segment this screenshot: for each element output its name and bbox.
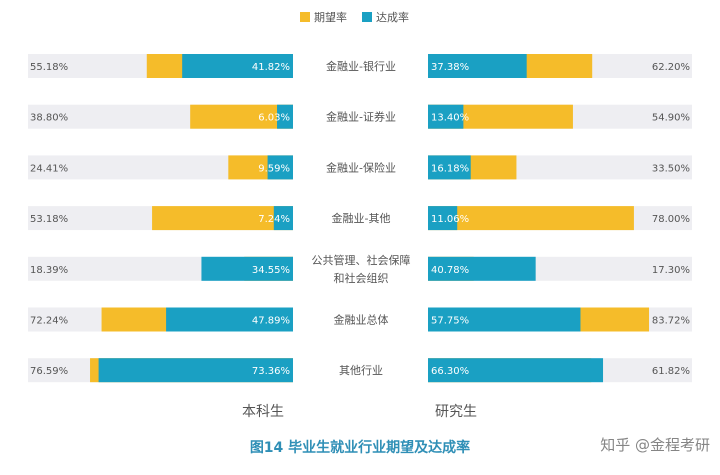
right-achievement-bar-0 — [428, 54, 527, 78]
left-achievement-label-0: 41.82% — [252, 62, 290, 73]
right-achievement-label-4: 40.78% — [431, 265, 469, 276]
right-expectation-label-3: 78.00% — [652, 214, 690, 225]
right-expectation-label-1: 54.90% — [652, 113, 690, 124]
left-achievement-bar-3 — [273, 206, 293, 231]
right-expectation-label-6: 61.82% — [652, 366, 690, 377]
right-expectation-label-0: 62.20% — [652, 62, 690, 73]
right-achievement-label-0: 37.38% — [431, 62, 469, 73]
legend-swatch-0 — [300, 12, 310, 22]
right-achievement-label-6: 66.30% — [431, 366, 469, 377]
legend-label-1: 达成率 — [376, 10, 409, 24]
left-expectation-label-1: 38.80% — [30, 113, 68, 124]
right-achievement-label-1: 13.40% — [431, 113, 469, 124]
left-achievement-label-5: 47.89% — [252, 316, 290, 327]
category-label-1: 金融业-证券业 — [326, 110, 396, 124]
right-achievement-bar-4 — [428, 256, 536, 281]
legend-label-0: 期望率 — [314, 10, 347, 24]
left-achievement-bar-4 — [201, 256, 293, 281]
left-achievement-label-1: 6.03% — [258, 113, 290, 124]
left-achievement-label-4: 34.55% — [252, 265, 290, 276]
right-expectation-label-5: 83.72% — [652, 316, 690, 327]
right-expectation-label-4: 17.30% — [652, 265, 690, 276]
right-achievement-bar-5 — [428, 307, 581, 332]
category-label-2: 金融业-保险业 — [326, 160, 396, 174]
category-label-4: 公共管理、社会保障和社会组织 — [312, 253, 411, 285]
left-expectation-label-6: 76.59% — [30, 366, 68, 377]
left-expectation-label-2: 24.41% — [30, 163, 68, 174]
right-achievement-bar-3 — [428, 206, 458, 231]
left-expectation-bar-3 — [152, 206, 293, 231]
panel-title-left: 本科生 — [242, 404, 284, 420]
left-expectation-bar-1 — [190, 104, 293, 129]
right-achievement-label-3: 11.06% — [431, 214, 469, 225]
left-achievement-bar-6 — [98, 358, 293, 383]
left-achievement-label-2: 9.59% — [258, 163, 290, 174]
right-achievement-bar-1 — [428, 104, 464, 129]
watermark: 知乎 @金程考研 — [600, 436, 710, 454]
left-achievement-bar-5 — [166, 307, 293, 332]
left-achievement-label-6: 73.36% — [252, 366, 290, 377]
right-expectation-bar-3 — [428, 206, 634, 231]
category-label-5: 金融业总体 — [334, 313, 389, 327]
left-expectation-label-5: 72.24% — [30, 316, 68, 327]
figure-caption: 图14 毕业生就业行业期望及达成率 — [249, 440, 471, 456]
category-label-0: 金融业-银行业 — [326, 59, 396, 73]
panel-title-right: 研究生 — [435, 404, 477, 420]
left-achievement-bar-0 — [182, 54, 293, 78]
category-label-6: 其他行业 — [339, 364, 383, 377]
category-label-3: 金融业-其他 — [332, 211, 391, 225]
right-achievement-label-5: 57.75% — [431, 316, 469, 327]
left-achievement-label-3: 7.24% — [258, 214, 290, 225]
right-achievement-bar-6 — [428, 358, 604, 383]
left-achievement-bar-2 — [267, 155, 293, 180]
right-achievement-bar-2 — [428, 155, 471, 180]
legend-swatch-1 — [362, 12, 372, 22]
left-expectation-label-0: 55.18% — [30, 62, 68, 73]
left-expectation-label-4: 18.39% — [30, 265, 68, 276]
chart-canvas: 期望率 达成率 55.18% 41.82% 37.38% 62.20% 金融业-银行业 38.… — [28, 10, 692, 420]
left-expectation-label-3: 53.18% — [30, 214, 68, 225]
right-expectation-label-2: 33.50% — [652, 163, 690, 174]
right-achievement-label-2: 16.18% — [431, 163, 469, 174]
left-achievement-bar-1 — [277, 104, 293, 129]
